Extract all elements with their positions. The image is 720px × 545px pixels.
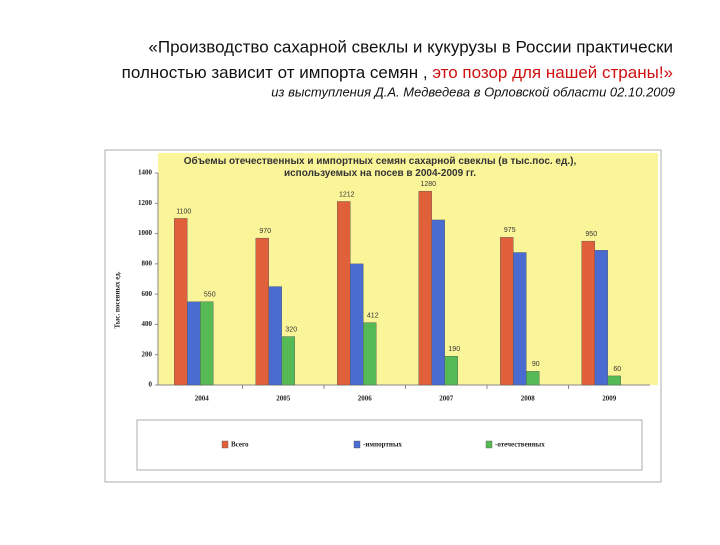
source: из выступления Д.А. Медведева в Орловско…	[271, 84, 675, 99]
legend-label: Всего	[231, 441, 249, 449]
bar	[594, 250, 608, 386]
bar	[607, 375, 621, 386]
data-label: 1100	[176, 208, 191, 215]
y-tick-label: 400	[142, 320, 153, 328]
quote-line: «Производство сахарной свеклы и кукурузы…	[148, 37, 673, 56]
bar	[500, 237, 514, 386]
legend-box	[136, 419, 643, 471]
bar	[363, 322, 377, 386]
x-tick-label: 2005	[276, 395, 291, 403]
x-tick-label: 2009	[602, 395, 617, 403]
x-tick-label: 2008	[521, 395, 536, 403]
bar	[418, 190, 432, 386]
x-tick-label: 2004	[195, 395, 210, 403]
chart-title: Объемы отечественных и импортных семян с…	[183, 156, 577, 179]
y-axis-label: Тыс. посевных ед.	[114, 271, 122, 328]
quote-text: полностью зависит от импорта семян ,	[122, 63, 433, 82]
bar	[513, 252, 527, 386]
bar	[337, 201, 351, 386]
x-tick-label: 2006	[358, 395, 373, 403]
y-tick-label: 0	[149, 381, 153, 389]
data-label: 90	[532, 361, 540, 368]
plot-area	[158, 153, 658, 385]
data-label: 550	[204, 292, 216, 299]
bar	[281, 336, 295, 386]
data-label: 970	[259, 228, 271, 235]
y-tick-label: 1400	[138, 169, 153, 177]
quote-highlight: это позор для нашей страны!»	[432, 63, 673, 82]
data-label: 950	[585, 231, 597, 238]
bar	[174, 218, 188, 386]
x-tick-label: 2007	[439, 395, 454, 403]
y-tick-label: 800	[142, 259, 153, 267]
data-label: 60	[613, 366, 621, 373]
data-label: 412	[367, 312, 379, 319]
legend-label: -отечественных	[495, 441, 545, 449]
legend-swatch	[353, 440, 361, 449]
title-box: Объемы отечественных и импортных семян с…	[183, 156, 577, 179]
bar	[255, 237, 269, 386]
legend-swatch	[485, 440, 493, 449]
y-tick-label: 600	[142, 290, 153, 298]
quote-line: полностью зависит от импорта семян , это…	[122, 63, 673, 82]
legend-label: -импортных	[363, 441, 402, 449]
legend-swatch	[221, 440, 229, 449]
bar	[350, 263, 364, 386]
data-label: 190	[448, 346, 460, 353]
bar	[526, 371, 540, 386]
y-tick-label: 1200	[138, 199, 153, 207]
data-label: 975	[504, 227, 516, 234]
bar	[200, 301, 214, 386]
y-tick-label: 1000	[138, 229, 153, 237]
bar	[268, 286, 282, 386]
bar	[581, 240, 595, 386]
bar	[187, 301, 201, 386]
data-label: 320	[285, 326, 297, 333]
bar	[431, 219, 445, 386]
data-label: 1212	[339, 191, 355, 198]
data-label: 1280	[420, 181, 436, 188]
y-tick-label: 200	[142, 350, 153, 358]
bar	[444, 356, 458, 386]
